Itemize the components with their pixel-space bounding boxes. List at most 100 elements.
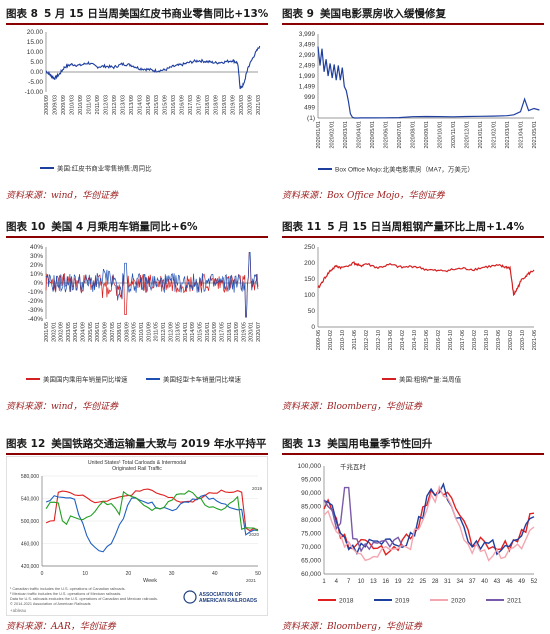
x-tick-label: 2011/05	[154, 322, 160, 341]
y-tick-label: 540,000	[21, 497, 39, 503]
x-tick-label: 20	[126, 571, 132, 577]
x-tick-label: 2018-02	[472, 330, 478, 350]
x-tick-label: 34	[457, 579, 464, 585]
legend-label: 2018	[339, 597, 354, 604]
x-tick-label: 2016/01	[205, 322, 211, 342]
y-tick-label: 150	[304, 276, 315, 283]
x-tick-label: 2014/09	[190, 322, 196, 342]
series-line-boxoffice	[317, 46, 540, 119]
x-tick-label: 2020/09/01	[424, 121, 430, 149]
x-tick-label: 2020/09	[248, 95, 254, 115]
x-tick-label: 2004/01	[73, 322, 79, 342]
x-tick-label: 2016-10	[448, 330, 454, 350]
x-tick-label: 2020/12/01	[465, 121, 471, 149]
x-tick-label: 2019/05	[241, 322, 247, 342]
x-tick-label: 13	[370, 579, 377, 585]
x-tick-label: 2017/05	[219, 322, 225, 342]
y-tick-label: 50	[308, 308, 316, 315]
source-note: 资料来源：Bloomberg，华创证券	[282, 402, 423, 412]
x-tick-label: 2012/03	[103, 95, 109, 115]
x-tick-label: 2011-06	[352, 330, 358, 350]
y-tick-label: 3,999	[299, 31, 316, 38]
x-tick-label: 2010/01	[139, 322, 145, 342]
x-tick-label: 40	[212, 571, 218, 577]
panel-power: 图表 13 美国用电量季节性回升 100,000 95,000 90,000 85,00…	[282, 436, 544, 632]
x-tick-label: 2014/03	[137, 95, 143, 115]
series-line-rail-2020	[45, 494, 259, 553]
x-tick-label: 2016/09	[212, 322, 218, 342]
x-tick-label: 2015-06	[424, 330, 430, 350]
x-tick-label: 31	[444, 579, 451, 585]
x-tick-label: 2013-06	[388, 330, 394, 350]
series-line-autos-2	[45, 252, 259, 318]
x-tick-label: 49	[518, 579, 525, 585]
y-tick-label: 20.00	[27, 29, 44, 36]
series-end-label: 2021	[246, 578, 257, 583]
x-tick-label: 1	[322, 579, 326, 585]
x-tick-label: 2013/03	[120, 95, 126, 115]
x-tick-label: 2014-02	[400, 330, 406, 350]
y-tick-label: 15.00	[27, 39, 44, 46]
x-axis-title: Week	[143, 578, 157, 584]
power-chart: 100,000 95,000 90,000 85,000 80,000 75,000 70,…	[298, 462, 538, 604]
x-tick-label: 2020/06/01	[384, 121, 390, 149]
x-tick-label: 2016-02	[436, 330, 442, 350]
x-tick-label: 2008/01	[117, 322, 123, 342]
x-tick-label: 2006/09	[102, 322, 108, 342]
y-tick-label: 2,499	[299, 63, 316, 70]
inner-title: United States¹ Total Carloads & Intermod…	[88, 460, 186, 466]
x-tick-label: 2019/03	[222, 95, 228, 115]
x-tick-label: 2017-06	[460, 330, 466, 350]
y-tick-label: (1)	[307, 115, 315, 122]
x-tick-label: 28	[432, 579, 439, 585]
y-tick-label: 10.00	[27, 49, 44, 56]
y-tick-label: 60,000	[301, 571, 321, 578]
x-tick-label: 2021/03	[256, 95, 262, 115]
x-tick-label: 2010/09	[78, 95, 84, 115]
y-tick-label: 999	[304, 94, 315, 101]
x-tick-label: 2012-02	[364, 330, 370, 350]
series-line-power-2018	[323, 487, 535, 556]
x-tick-label: 2020-10	[520, 330, 526, 350]
x-tick-label: 2002/09	[59, 322, 65, 342]
y-tick-label: -20%	[28, 298, 43, 305]
y-tick-label: 90,000	[301, 490, 321, 497]
y-tick-label: 460,000	[21, 542, 39, 548]
y-tick-label: 40%	[30, 244, 43, 251]
x-tick-label: 2021/01/01	[478, 121, 484, 149]
x-tick-label: 2018-10	[484, 330, 490, 350]
x-tick-label: 2021-06	[532, 330, 538, 350]
y-tick-label: 10%	[30, 271, 43, 278]
x-tick-label: 30	[169, 571, 175, 577]
series-line-rail-2019	[45, 488, 259, 532]
x-tick-label: 2020/07/01	[397, 121, 403, 149]
y-tick-label: 100	[304, 292, 315, 299]
x-tick-label: 16	[382, 579, 389, 585]
y-tick-label: -5.00	[28, 79, 43, 86]
x-tick-label: 2018/01	[227, 322, 233, 342]
y-tick-label: 2,999	[299, 52, 316, 59]
series-line-steel	[317, 261, 535, 297]
x-tick-label: 2012/09	[168, 322, 174, 342]
y-tick-label: 65,000	[301, 558, 321, 565]
x-tick-label: 2014/01	[183, 322, 189, 342]
x-tick-label: 2010/03	[69, 95, 75, 115]
x-tick-label: 2005/05	[88, 322, 94, 342]
x-tick-label: 2020-02	[508, 330, 514, 350]
y-tick-label: 5.00	[30, 59, 43, 66]
x-tick-label: 2014-10	[412, 330, 418, 350]
series-line-retail	[45, 45, 261, 90]
autos-chart: 40%30%20%10%0%-10%-20%-30%-40%2001/05 200…	[26, 244, 262, 383]
x-tick-label: 2011/09	[95, 95, 101, 114]
x-tick-label: 2021/03/01	[505, 121, 511, 149]
x-tick-label: 2014/09	[146, 95, 152, 115]
x-tick-label: 2021/02/01	[492, 121, 498, 149]
unit-label: 千兆瓦时	[340, 462, 367, 471]
legend-label: 美国国内乘用车销量同比增速	[43, 374, 128, 383]
x-tick-label: 2016/09	[180, 95, 186, 115]
x-tick-label: 7	[347, 579, 351, 585]
x-tick-label: 2010-02	[328, 330, 334, 350]
x-tick-label: 2018/03	[205, 95, 211, 115]
